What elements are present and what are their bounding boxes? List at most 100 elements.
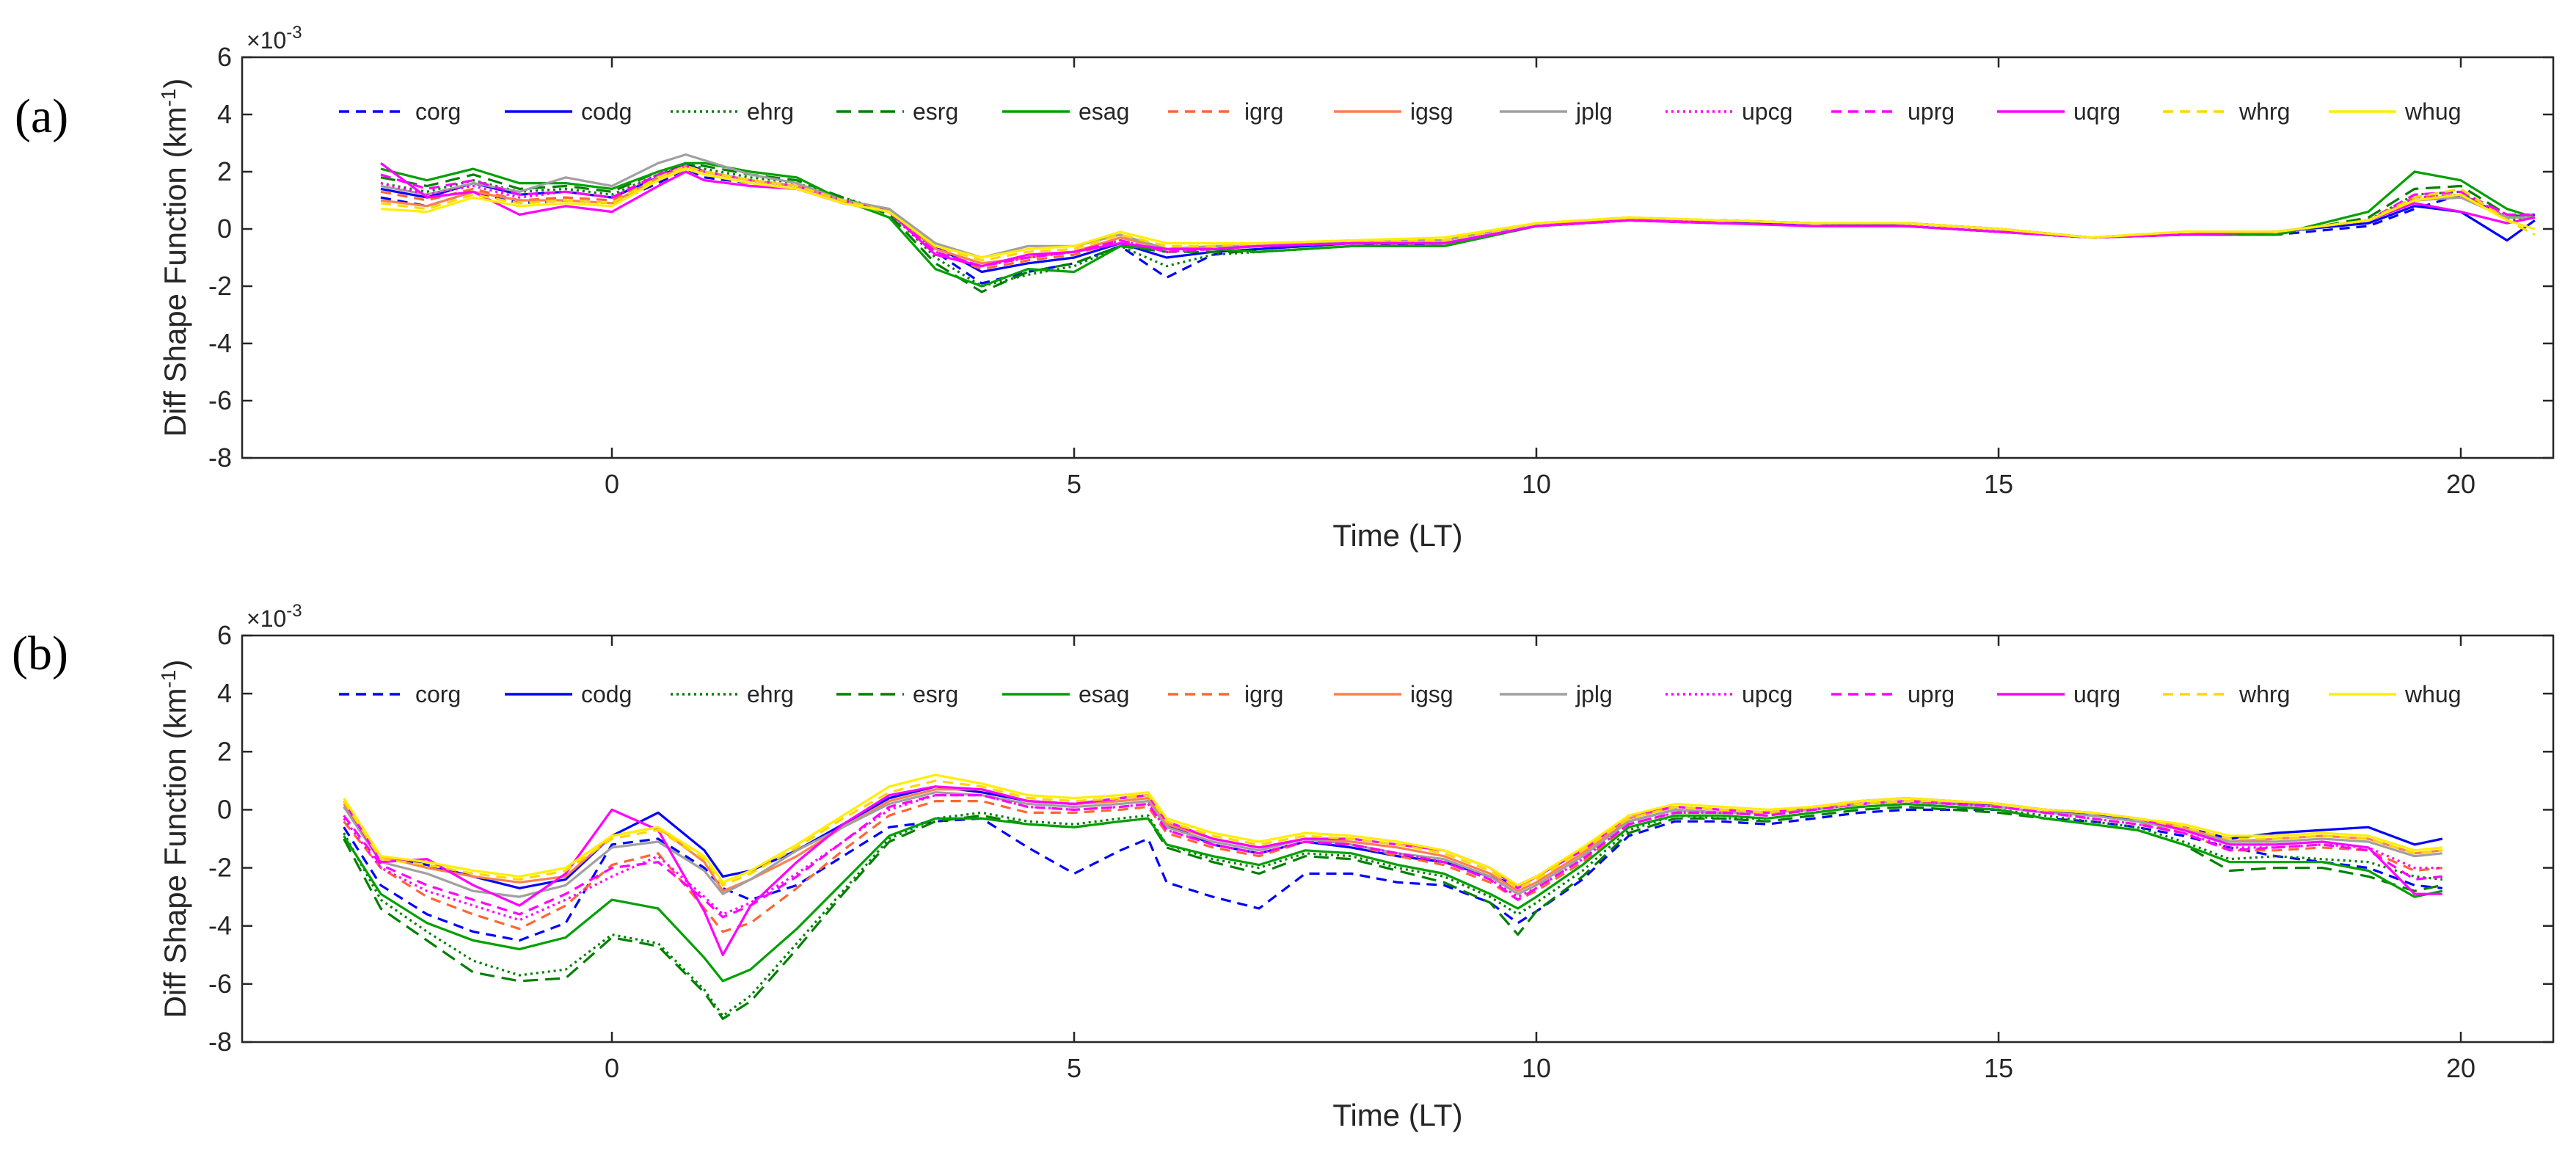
legend-b: corg codg ehrg esrg esag igrg igsg jplg upcg uprg… (339, 681, 2462, 707)
legend-label-uqrg: uqrg (2073, 98, 2120, 125)
legend-item-uprg: uprg (1831, 98, 1955, 125)
legend-label-codg: codg (581, 98, 632, 125)
legend-item-uqrg: uqrg (1997, 681, 2120, 707)
legend-item-esag: esag (1002, 681, 1129, 707)
legend-item-esag: esag (1002, 98, 1129, 125)
x-tick-label: 0 (605, 469, 619, 499)
x-tick-label: 20 (2446, 1053, 2475, 1083)
series-line-whug (343, 773, 2442, 886)
y-tick-label: -2 (208, 853, 232, 883)
series-group-b (343, 773, 2443, 1020)
legend-label-whug: whug (2404, 681, 2462, 707)
series-line-uqrg (380, 162, 2536, 268)
legend-item-esrg: esrg (836, 98, 958, 125)
legend-label-whrg: whrg (2239, 681, 2290, 707)
x-tick-label: 15 (1984, 469, 2013, 499)
y-tick-label: -8 (208, 443, 232, 473)
legend-label-igrg: igrg (1244, 98, 1283, 125)
series-line-esrg (343, 805, 2443, 1020)
y-tick-label: 4 (217, 678, 232, 708)
legend-label-jplg: jplg (1575, 681, 1613, 707)
legend-item-igsg: igsg (1334, 98, 1453, 125)
series-line-upcg (343, 793, 2442, 922)
y-exponent-a: ×10-3 (247, 23, 302, 54)
legend-label-igrg: igrg (1244, 681, 1283, 707)
panel-b: (b) 0 5 10 15 20 -8 -6 -4 -2 0 2 4 6 ×10-3 Time (LT)… (12, 601, 2555, 1132)
legend-item-whug: whug (2329, 681, 2462, 707)
legend-a: corg codg ehrg esrg esag igrg igsg jplg upcg uprg… (339, 98, 2462, 125)
y-tick-label: -8 (208, 1027, 232, 1057)
series-line-ehrg (343, 802, 2442, 1018)
legend-item-jplg: jplg (1500, 98, 1613, 125)
y-axis-label-b: Diff Shape Function (km-1) (157, 660, 192, 1019)
legend-item-upcg: upcg (1665, 681, 1792, 707)
legend-label-esag: esag (1079, 98, 1129, 125)
legend-label-codg: codg (581, 681, 632, 707)
legend-item-jplg: jplg (1500, 681, 1613, 707)
legend-item-igsg: igsg (1334, 681, 1453, 707)
legend-item-corg: corg (339, 98, 461, 125)
x-tick-label: 15 (1984, 1053, 2013, 1083)
legend-item-ehrg: ehrg (671, 98, 794, 125)
legend-label-uprg: uprg (1908, 98, 1955, 125)
y-axis-label-a: Diff Shape Function (km-1) (157, 79, 192, 437)
legend-label-whrg: whrg (2239, 98, 2290, 125)
y-tick-label: 2 (217, 736, 232, 766)
axes-ticks-b: 0 5 10 15 20 -8 -6 -4 -2 0 2 4 6 (208, 620, 2553, 1083)
legend-label-esrg: esrg (913, 98, 958, 125)
x-tick-label: 5 (1067, 1053, 1081, 1083)
legend-item-uprg: uprg (1831, 681, 1955, 707)
x-axis-label-b: Time (LT) (1332, 1098, 1462, 1132)
x-tick-label: 0 (605, 1053, 619, 1083)
x-tick-label: 10 (1522, 1053, 1551, 1083)
legend-label-esag: esag (1079, 681, 1129, 707)
y-tick-label: 6 (217, 620, 232, 650)
legend-label-uqrg: uqrg (2073, 681, 2120, 707)
y-tick-label: 4 (217, 99, 232, 129)
series-line-corg (343, 808, 2442, 942)
y-tick-label: -2 (208, 271, 232, 301)
legend-item-codg: codg (505, 98, 632, 125)
x-tick-label: 5 (1067, 469, 1081, 499)
x-axis-label-a: Time (LT) (1332, 518, 1462, 553)
legend-label-esrg: esrg (913, 681, 958, 707)
legend-label-ehrg: ehrg (747, 98, 794, 125)
y-tick-label: -4 (208, 328, 232, 358)
legend-label-uprg: uprg (1908, 681, 1955, 707)
plot-area-a: 0 5 10 15 20 -8 -6 -4 -2 0 2 4 6 ×10-3 Time (LT) Dif… (157, 23, 2555, 553)
legend-item-upcg: upcg (1665, 98, 1792, 125)
panel-b-label: (b) (12, 627, 68, 680)
legend-label-whug: whug (2404, 98, 2462, 125)
series-line-upcg (380, 164, 2535, 268)
y-tick-label: -6 (208, 969, 232, 999)
series-group-a (380, 153, 2536, 294)
panel-a-label: (a) (15, 90, 68, 143)
series-line-esag (343, 802, 2443, 983)
y-tick-label: 6 (217, 42, 232, 72)
legend-label-upcg: upcg (1742, 681, 1792, 707)
x-tick-label: 10 (1522, 469, 1551, 499)
plot-area-b: 0 5 10 15 20 -8 -6 -4 -2 0 2 4 6 ×10-3 Time (LT) Dif… (157, 601, 2555, 1132)
legend-label-corg: corg (415, 98, 461, 125)
y-tick-label: -6 (208, 385, 232, 415)
legend-item-ehrg: ehrg (671, 681, 794, 707)
y-tick-label: 0 (217, 794, 232, 824)
legend-label-ehrg: ehrg (747, 681, 794, 707)
legend-item-igrg: igrg (1168, 681, 1283, 707)
panel-a: (a) 0 5 10 15 20 -8 -6 -4 -2 0 2 4 6 ×10-3 Time (LT)… (15, 23, 2555, 553)
x-tick-label: 20 (2446, 469, 2475, 499)
legend-label-jplg: jplg (1575, 98, 1613, 125)
legend-label-upcg: upcg (1742, 98, 1792, 125)
legend-item-igrg: igrg (1168, 98, 1283, 125)
legend-item-whrg: whrg (2163, 98, 2290, 125)
legend-item-corg: corg (339, 681, 461, 707)
y-tick-label: 0 (217, 214, 232, 244)
y-exponent-b: ×10-3 (247, 601, 302, 632)
legend-label-igsg: igsg (1410, 681, 1453, 707)
series-line-uprg (343, 793, 2442, 919)
legend-item-whug: whug (2329, 98, 2462, 125)
legend-item-esrg: esrg (836, 681, 958, 707)
y-tick-label: -4 (208, 911, 232, 941)
series-line-whug (380, 167, 2536, 259)
